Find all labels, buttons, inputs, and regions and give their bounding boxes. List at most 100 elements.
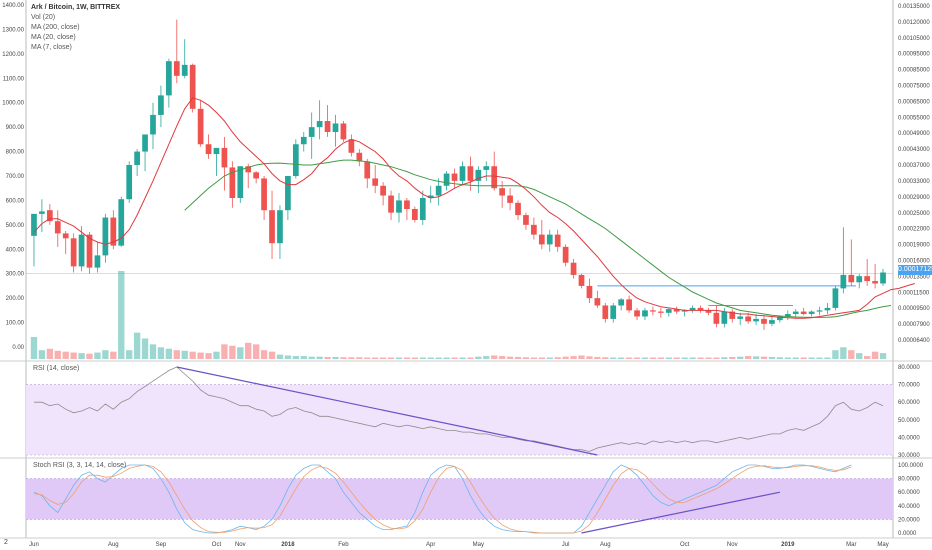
candle-body [245, 166, 252, 173]
x-axis-tick-label: May [473, 542, 484, 548]
volume-bar [737, 356, 744, 359]
candle-body [324, 121, 331, 133]
left-axis-tick-label: 500.00 [6, 223, 25, 229]
volume-bar [792, 357, 799, 359]
volume-bar [229, 345, 236, 359]
volume-bar [760, 356, 768, 359]
candle-body [657, 311, 664, 313]
volume-bar [133, 332, 141, 359]
candle-body [46, 210, 53, 222]
x-axis-tick-label: Sep [156, 542, 167, 548]
candle-body [166, 61, 172, 96]
x-axis-tick-label: Aug [600, 542, 611, 548]
candle-body [372, 178, 379, 186]
x-axis-tick-label: Apr [426, 542, 435, 548]
candle-body [642, 310, 648, 317]
candle-body [467, 166, 474, 181]
volume-bar [673, 357, 680, 359]
rsi-axis-tick-label: 40.0000 [898, 435, 920, 441]
candle-body [173, 61, 180, 76]
candle-body [340, 123, 347, 140]
volume-bar [364, 357, 371, 359]
volume-bar [245, 342, 252, 359]
volume-bar [681, 357, 688, 359]
stoch-axis-tick-label: 80.0000 [898, 477, 920, 483]
stoch-axis-tick-label: 20.0000 [898, 517, 920, 523]
volume-bar [879, 353, 887, 359]
candle-body [856, 276, 863, 283]
candle-body [443, 173, 450, 186]
candle-body [840, 274, 847, 289]
candle-body [578, 274, 585, 286]
corner-mark: 2 [4, 539, 8, 546]
x-axis-tick-label: Oct [212, 542, 222, 548]
volume-bar [292, 356, 300, 359]
volume-bar [776, 357, 784, 359]
volume-bar [863, 356, 871, 359]
x-axis-tick-label: 2018 [281, 542, 295, 548]
legend-ma200: MA (200, close) [31, 24, 80, 31]
volume-bar [110, 351, 117, 359]
right-axis-tick-label: 0.00055000 [898, 115, 930, 121]
volume-bar [284, 355, 292, 359]
candle-body [864, 276, 871, 282]
rsi-band [26, 384, 893, 455]
candle-body [332, 123, 339, 133]
volume-bar [165, 348, 173, 359]
volume-bar [840, 347, 847, 359]
candle-body [824, 307, 831, 311]
candle-body [713, 312, 720, 324]
left-axis-tick-label: 100.00 [6, 321, 25, 327]
volume-bar [633, 357, 641, 359]
left-axis-tick-label: 700.00 [6, 174, 25, 180]
candle-body [777, 316, 783, 321]
volume-bar [816, 357, 823, 359]
ma20-line [184, 159, 892, 318]
legend-ma7: MA (7, close) [31, 44, 72, 51]
candle-body [78, 234, 85, 267]
candle-body [300, 136, 307, 145]
candle-body [110, 217, 117, 246]
candle-body [94, 255, 101, 268]
candle-body [570, 262, 577, 275]
volume-bar [213, 351, 220, 359]
candle-body [118, 199, 125, 246]
volume-bar [149, 344, 157, 359]
volume-bar [808, 357, 815, 359]
right-axis-tick-label: 0.00007900 [898, 322, 930, 328]
volume-bar [871, 351, 879, 359]
x-axis-tick-label: Oct [680, 542, 690, 548]
candle-body [427, 195, 434, 198]
candle-body [499, 188, 506, 196]
volume-bar [197, 352, 204, 359]
volume-bar [657, 357, 665, 359]
volume-bar [459, 357, 466, 359]
candle-body [86, 234, 93, 268]
x-axis-tick-label: May [877, 542, 888, 548]
last-price-badge: 0.00017125 [898, 265, 932, 275]
volume-bar [316, 356, 323, 359]
volume-bar [30, 337, 38, 359]
volume-bar [848, 350, 855, 359]
candle-body [705, 310, 712, 313]
volume-bar [522, 357, 530, 359]
stoch-k-line [33, 464, 852, 534]
volume-bar [157, 347, 165, 359]
stoch-legend: Stoch RSI (3, 3, 14, 14, close) [33, 462, 127, 469]
candle-body [618, 299, 625, 306]
rsi-trendline [176, 366, 598, 456]
candle-body [784, 314, 791, 317]
volume-bar [705, 357, 712, 359]
volume-bar [451, 357, 458, 359]
candle-body [39, 211, 45, 214]
volume-bar [721, 357, 728, 359]
candle-body [31, 213, 37, 236]
candle-body [761, 318, 767, 324]
candle-body [435, 185, 442, 196]
stoch-axis-tick-label: 100.0000 [898, 463, 924, 469]
candle-body [602, 305, 609, 319]
x-axis-tick-label: Feb [338, 542, 349, 548]
candle-body [634, 310, 640, 317]
volume-bar [268, 351, 276, 359]
